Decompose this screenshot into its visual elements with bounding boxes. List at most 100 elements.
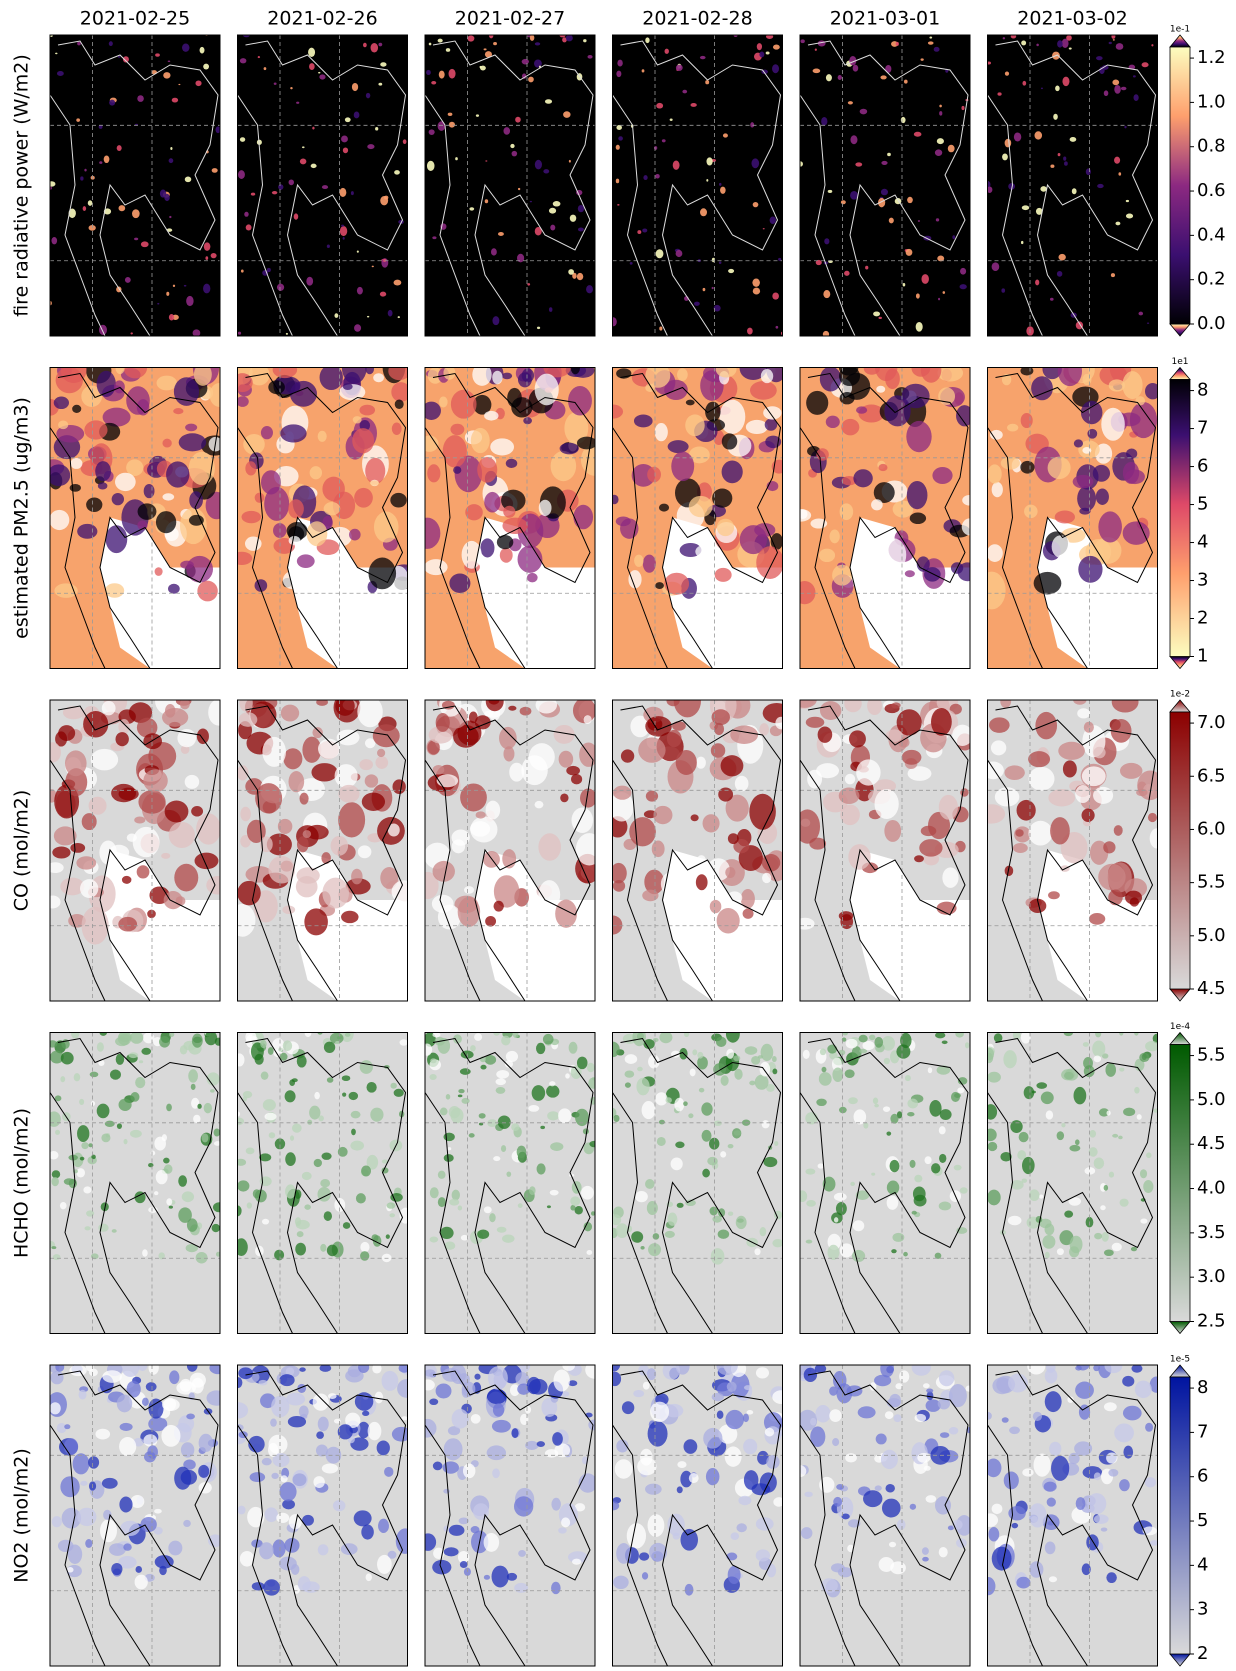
field-patch: [764, 1427, 775, 1437]
field-patch: [188, 451, 215, 485]
field-patch: [615, 516, 631, 527]
field-patch: [815, 1405, 831, 1423]
field-patch: [616, 1439, 629, 1453]
field-patch: [520, 1413, 529, 1425]
field-patch: [883, 1057, 890, 1065]
field-patch: [576, 436, 595, 450]
coastline: [50, 427, 106, 669]
field-patch: [517, 1203, 523, 1208]
field-patch: [542, 1033, 554, 1045]
field-patch: [154, 1555, 174, 1569]
colorbar-tick-label: 6: [1197, 1466, 1208, 1487]
field-patch: [719, 399, 746, 434]
field-patch: [120, 1520, 140, 1537]
field-patch: [449, 573, 471, 594]
field-patch: [1123, 1445, 1134, 1459]
map-content: [237, 700, 408, 1001]
field-patch: [274, 1138, 286, 1150]
field-patch: [872, 1097, 879, 1105]
field-patch: [499, 726, 517, 750]
map-frame: [424, 34, 596, 337]
field-patch: [206, 875, 220, 895]
field-patch: [463, 886, 475, 894]
field-patch: [961, 105, 965, 111]
field-patch: [96, 370, 116, 397]
field-patch: [309, 1105, 321, 1120]
field-patch: [643, 175, 648, 181]
field-patch: [562, 1365, 576, 1371]
colorbar-tick-label: 0.0: [1197, 313, 1226, 334]
colorbar-tick-label: 1: [1197, 646, 1208, 667]
field-patch: [503, 746, 515, 762]
field-patch: [919, 839, 943, 857]
field-patch: [237, 1377, 243, 1389]
field-patch: [354, 324, 362, 332]
field-patch: [924, 567, 941, 582]
field-patch: [568, 159, 571, 163]
field-patch: [197, 580, 218, 602]
coastline: [995, 1037, 1157, 1334]
field-patch: [536, 1441, 545, 1448]
coastline: [237, 1092, 293, 1334]
field-patch: [987, 571, 1006, 610]
field-patch: [1062, 760, 1077, 778]
field-patch: [743, 1385, 752, 1391]
map-panel: [612, 34, 783, 337]
map-content: [237, 1032, 408, 1334]
field-patch: [296, 101, 300, 104]
coastline: [245, 705, 407, 1001]
field-patch: [484, 491, 501, 513]
field-patch: [347, 1365, 362, 1378]
field-patch: [484, 51, 493, 58]
field-patch: [102, 1370, 122, 1383]
field-patch: [901, 749, 922, 765]
field-patch: [308, 47, 316, 57]
field-patch: [138, 1060, 144, 1064]
field-patch: [317, 1544, 329, 1556]
field-patch: [359, 404, 376, 416]
field-patch: [881, 538, 907, 572]
field-patch: [760, 1043, 774, 1062]
field-patch: [111, 1229, 117, 1233]
field-patch: [659, 1032, 673, 1044]
field-patch: [713, 1063, 727, 1076]
map-background: [612, 1365, 783, 1666]
field-patch: [772, 64, 779, 74]
colorbar-extend: [1169, 1031, 1191, 1045]
field-patch: [994, 787, 1020, 807]
field-patch: [1111, 35, 1116, 39]
field-patch: [486, 1388, 507, 1405]
field-patch: [987, 804, 1006, 824]
field-patch: [323, 1041, 336, 1053]
map-frame: [799, 699, 971, 1002]
field-patch: [257, 56, 261, 59]
field-patch: [1064, 161, 1068, 166]
field-patch: [442, 1461, 459, 1474]
field-patch: [336, 729, 360, 746]
field-patch: [348, 1091, 359, 1101]
map-content: [50, 1365, 220, 1666]
field-patch: [819, 1476, 835, 1493]
field-patch: [752, 201, 759, 208]
field-patch: [179, 1045, 188, 1055]
field-patch: [1028, 898, 1047, 913]
field-patch: [991, 1503, 1003, 1515]
field-patch: [867, 700, 883, 716]
field-patch: [1057, 367, 1083, 387]
field-patch: [341, 1075, 351, 1082]
field-patch: [289, 1135, 295, 1141]
field-patch: [108, 41, 113, 47]
field-patch: [838, 787, 860, 805]
field-patch: [1108, 379, 1126, 392]
field-patch: [721, 433, 738, 450]
field-patch: [309, 63, 315, 70]
field-patch: [763, 1156, 778, 1168]
field-patch: [881, 1498, 901, 1518]
field-patch: [800, 917, 815, 930]
field-patch: [647, 1420, 668, 1447]
field-patch: [375, 126, 379, 131]
field-patch: [534, 42, 541, 46]
map-panel: [987, 1364, 1158, 1667]
field-patch: [518, 1549, 526, 1557]
field-patch: [1092, 1040, 1106, 1058]
